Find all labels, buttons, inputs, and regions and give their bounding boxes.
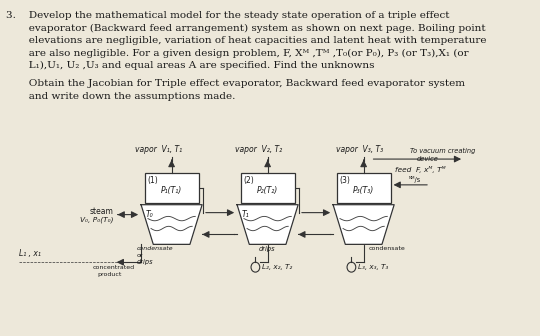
Text: (2): (2) bbox=[243, 176, 254, 185]
Text: V₀, P₀(T₀): V₀, P₀(T₀) bbox=[79, 217, 113, 223]
Text: evaporator (Backward feed arrangement) system as shown on next page. Boiling poi: evaporator (Backward feed arrangement) s… bbox=[6, 24, 485, 33]
Text: elevations are negligible, variation of heat capacities and latent heat with tem: elevations are negligible, variation of … bbox=[6, 36, 486, 45]
Text: vapor  V₁, T₁: vapor V₁, T₁ bbox=[135, 145, 182, 154]
Text: P₂(T₂): P₂(T₂) bbox=[257, 186, 278, 195]
Text: P₁(T₁): P₁(T₁) bbox=[161, 186, 182, 195]
Text: L₂, x₂, T₂: L₂, x₂, T₂ bbox=[261, 264, 292, 270]
Text: are also negligible. For a given design problem, F, Xᴹ ,Tᴹ ,T₀(or P₀), P₃ (or T₃: are also negligible. For a given design … bbox=[6, 48, 468, 57]
Text: To vacuum creating: To vacuum creating bbox=[410, 148, 475, 154]
Text: or: or bbox=[137, 253, 143, 258]
Text: T₁: T₁ bbox=[241, 210, 249, 219]
Text: device: device bbox=[417, 156, 438, 162]
Text: (3): (3) bbox=[339, 176, 350, 185]
Bar bbox=[336, 173, 390, 203]
Text: Obtain the Jacobian for Triple effect evaporator, Backward feed evaporator syste: Obtain the Jacobian for Triple effect ev… bbox=[6, 79, 465, 88]
Text: L₁),U₁, U₂ ,U₃ and equal areas A are specified. Find the unknowns: L₁),U₁, U₂ ,U₃ and equal areas A are spe… bbox=[6, 61, 374, 70]
Text: feed  F, xᴹ, Tᴹ: feed F, xᴹ, Tᴹ bbox=[395, 166, 445, 173]
Text: vapor  V₃, T₃: vapor V₃, T₃ bbox=[336, 145, 383, 154]
Text: P₃(T₃): P₃(T₃) bbox=[353, 186, 374, 195]
Text: 3.    Develop the mathematical model for the steady state operation of a triple : 3. Develop the mathematical model for th… bbox=[6, 11, 449, 20]
Text: ᴺᴹ/s: ᴺᴹ/s bbox=[408, 176, 421, 183]
Text: condensate: condensate bbox=[369, 246, 406, 251]
Text: drips: drips bbox=[259, 246, 275, 252]
Text: vapor  V₂, T₂: vapor V₂, T₂ bbox=[235, 145, 282, 154]
Text: T₀: T₀ bbox=[145, 210, 153, 219]
Polygon shape bbox=[237, 205, 298, 244]
Text: drips: drips bbox=[137, 259, 153, 265]
Bar bbox=[145, 173, 199, 203]
Text: product: product bbox=[97, 272, 122, 277]
Text: and write down the assumptions made.: and write down the assumptions made. bbox=[6, 92, 235, 101]
Polygon shape bbox=[333, 205, 394, 244]
Text: L₁ , x₁: L₁ , x₁ bbox=[19, 249, 40, 258]
Text: steam: steam bbox=[89, 207, 113, 216]
Text: condensate: condensate bbox=[137, 246, 173, 251]
Text: (1): (1) bbox=[147, 176, 158, 185]
Polygon shape bbox=[141, 205, 202, 244]
Text: L₃, x₃, T₃: L₃, x₃, T₃ bbox=[357, 264, 388, 270]
Bar bbox=[240, 173, 295, 203]
Text: concentrated: concentrated bbox=[93, 265, 135, 270]
